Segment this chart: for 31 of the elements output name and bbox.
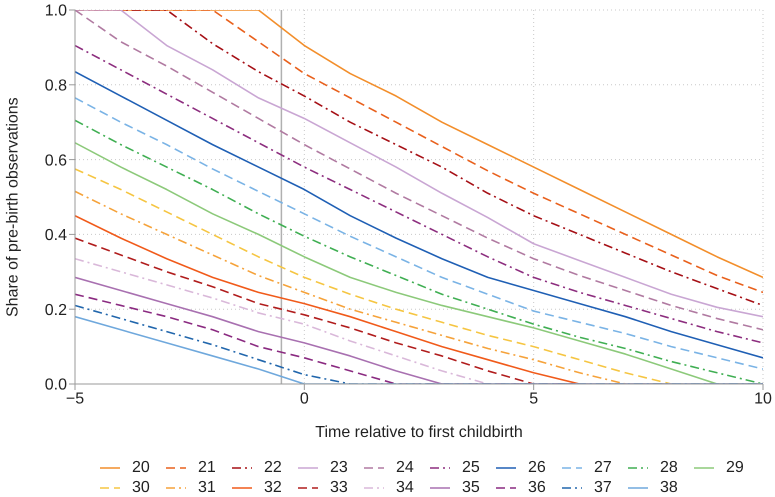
y-axis-title: Share of pre-birth observations [4,97,22,317]
legend-label: 29 [726,459,744,477]
legend-label: 31 [198,479,216,497]
legend-label: 32 [264,479,282,497]
x-tick-label: 0 [300,390,309,408]
legend-label: 24 [396,459,414,477]
legend-label: 36 [528,479,546,497]
legend-label: 27 [594,459,612,477]
legend-label: 38 [660,479,678,497]
y-tick-label: 0.0 [44,376,68,394]
y-tick-label: 0.4 [44,227,68,244]
legend-label: 26 [528,459,546,477]
legend-label: 28 [660,459,678,477]
legend-label: 30 [132,479,150,497]
legend-label: 25 [462,459,480,477]
y-tick-label: 0.6 [44,152,68,170]
y-tick-label: 0.8 [44,77,68,94]
x-tick-label: 5 [529,390,538,408]
x-tick-label: 10 [754,390,772,408]
legend-label: 23 [330,459,348,477]
x-axis-title: Time relative to first childbirth [315,424,523,441]
legend-label: 22 [264,459,282,477]
legend-label: 20 [132,459,150,477]
y-tick-label: 1.0 [44,2,68,20]
legend-label: 35 [462,479,480,497]
x-tick-label: −5 [66,390,84,408]
y-tick-label: 0.2 [44,302,68,319]
legend-label: 21 [198,459,216,477]
legend-label: 37 [594,479,612,497]
legend-label: 34 [396,479,414,497]
legend-label: 33 [330,479,348,497]
